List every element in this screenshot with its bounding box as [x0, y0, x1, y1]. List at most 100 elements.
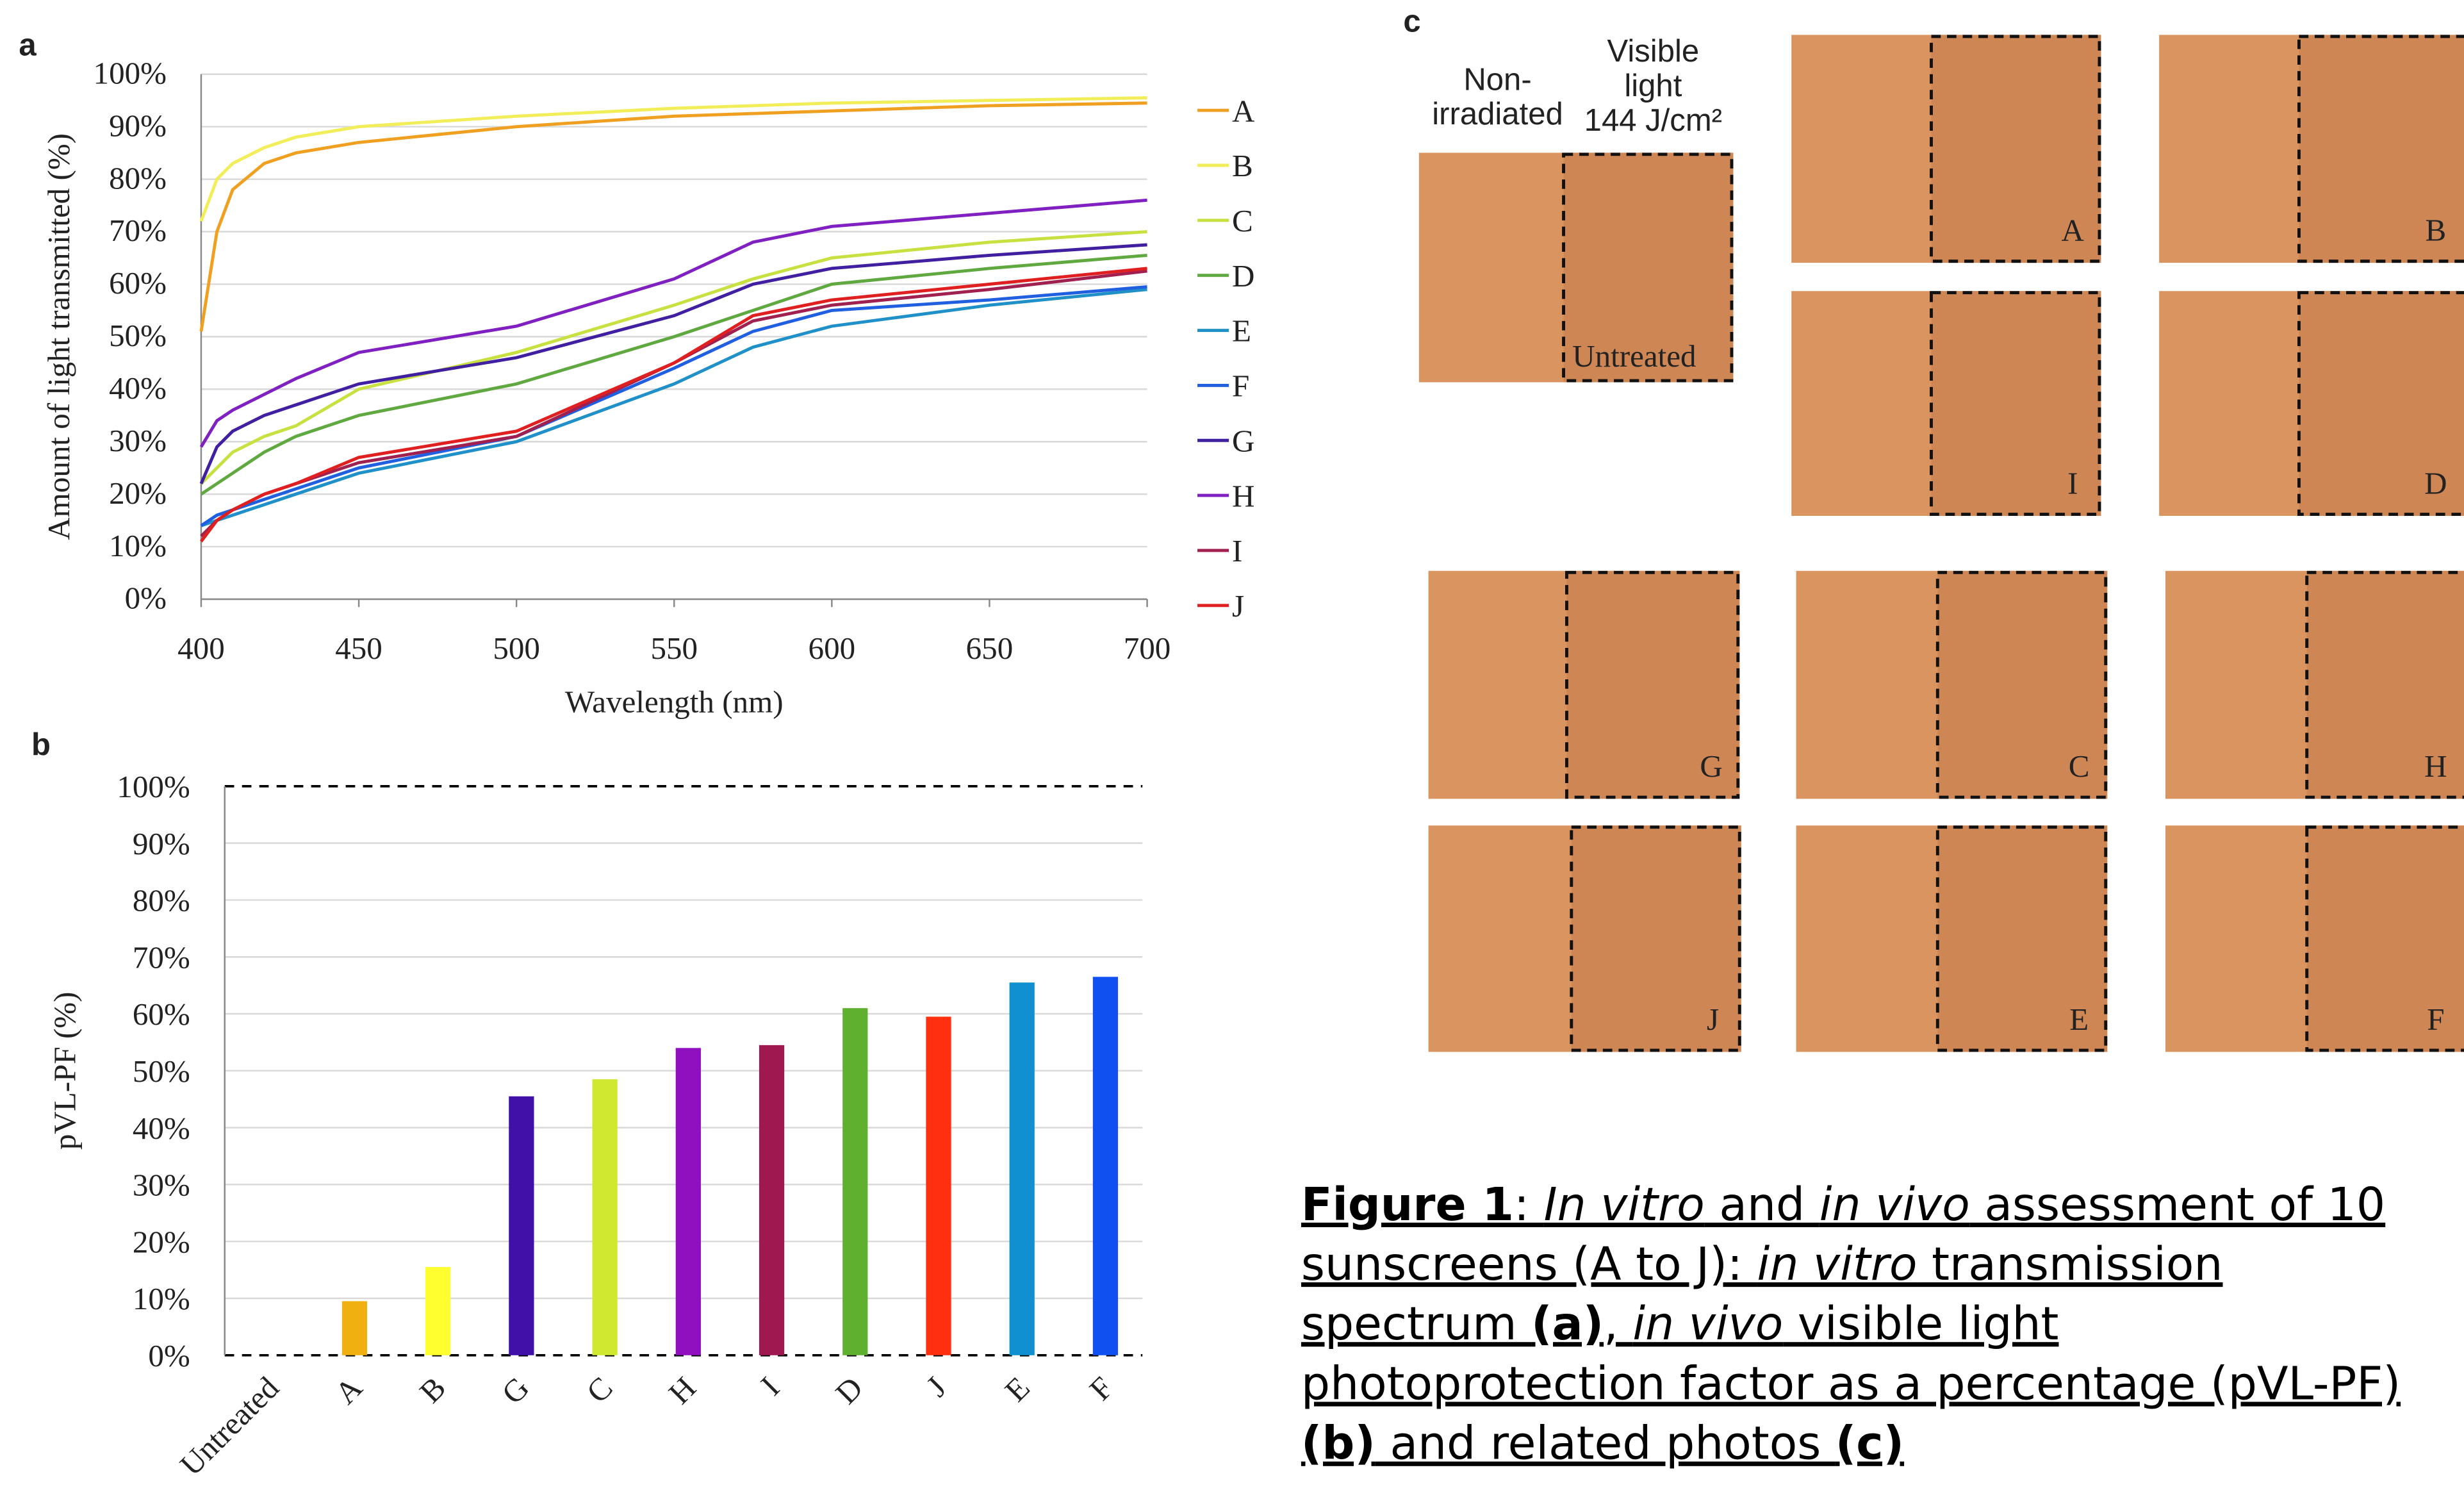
bar — [592, 1079, 618, 1355]
photo-label: J — [1707, 1002, 1719, 1037]
y-tick-label: 70% — [109, 213, 167, 248]
y-tick-label: 70% — [133, 939, 190, 975]
irradiated-box — [1935, 570, 2108, 799]
bar — [341, 1301, 368, 1355]
photo-label: G — [1700, 748, 1722, 784]
x-tick-label: 650 — [966, 631, 1014, 666]
photo-irradiated — [1937, 825, 2108, 1052]
photo-irradiated — [1937, 570, 2108, 799]
x-tick-label: 400 — [177, 631, 225, 666]
caption-text: : — [1514, 1178, 1544, 1231]
irradiated-box — [1570, 825, 1741, 1052]
y-tick-label: 60% — [109, 265, 167, 301]
legend-label: I — [1232, 533, 1242, 568]
photo-irradiated — [1566, 570, 1740, 799]
y-tick-label: 50% — [133, 1054, 190, 1089]
line-series — [199, 96, 1147, 222]
legend-label: F — [1232, 368, 1249, 404]
bar — [675, 1048, 701, 1355]
irradiated-box — [1930, 35, 2101, 263]
y-axis-label: Amount of light transmitted (%) — [41, 133, 76, 540]
photo-label: H — [2424, 748, 2447, 784]
line-series — [199, 198, 1147, 448]
y-tick-label: 0% — [125, 581, 167, 616]
photo-header: Non- — [1463, 62, 1531, 97]
y-tick-label: 100% — [94, 55, 167, 90]
bar — [842, 1008, 868, 1355]
y-tick-label: 30% — [109, 423, 167, 458]
caption-line: (b) and related photos (c) — [1301, 1417, 1904, 1470]
caption-text: Figure 1 — [1301, 1178, 1514, 1231]
bar — [509, 1096, 534, 1355]
x-tick-label: 550 — [650, 631, 698, 666]
legend-label: G — [1232, 423, 1254, 458]
line-series — [199, 243, 1147, 484]
caption-line: photoprotection factor as a percentage (… — [1301, 1357, 2401, 1410]
photo-header: irradiated — [1432, 97, 1563, 131]
photo-label: E — [2069, 1002, 2089, 1037]
photo-irradiated — [2306, 570, 2464, 799]
photo-label: D — [2424, 466, 2447, 501]
y-tick-label: 80% — [109, 160, 167, 195]
line-series — [200, 253, 1147, 496]
y-tick-label: 10% — [133, 1281, 190, 1316]
photo-header: light — [1624, 69, 1682, 103]
line-series — [201, 288, 1147, 527]
photo-label: C — [2069, 748, 2090, 784]
line-series — [199, 101, 1147, 332]
photo-irradiated — [1571, 825, 1741, 1052]
line-series — [199, 267, 1147, 543]
caption-text: (b) — [1301, 1417, 1376, 1470]
caption-text: In vitro — [1544, 1178, 1705, 1231]
y-tick-label: 100% — [117, 769, 190, 804]
photo-header: Visible — [1607, 34, 1700, 69]
x-axis-label: Wavelength (nm) — [565, 684, 784, 720]
caption-text: sunscreens (A to J): — [1301, 1237, 1757, 1291]
irradiated-box — [2305, 825, 2464, 1052]
x-tick-label: 700 — [1124, 631, 1171, 666]
caption-text: transmission — [1918, 1237, 2223, 1291]
caption-text: visible light — [1783, 1297, 2058, 1350]
x-tick-label: 600 — [809, 631, 856, 666]
caption-text: , — [1604, 1297, 1632, 1350]
caption-text: in vitro — [1757, 1237, 1918, 1291]
caption-text: in vivo — [1819, 1178, 1970, 1231]
photo-irradiated — [1931, 35, 2101, 263]
y-tick-label: 40% — [133, 1111, 190, 1146]
bar — [1092, 977, 1119, 1355]
photo-label: A — [2062, 213, 2085, 248]
caption-line: sunscreens (A to J): in vitro transmissi… — [1301, 1237, 2223, 1291]
legend-label: B — [1232, 148, 1253, 183]
panel-label: c — [1403, 4, 1420, 39]
caption-text: (a) — [1531, 1297, 1604, 1350]
photo-label: B — [2425, 213, 2446, 248]
y-tick-label: 50% — [109, 318, 167, 353]
bar — [425, 1267, 451, 1355]
photo-header: 144 J/cm² — [1584, 103, 1722, 138]
photo-irradiated — [1563, 153, 1734, 383]
irradiated-box — [1935, 825, 2108, 1052]
legend-label: H — [1232, 478, 1254, 513]
irradiated-box — [1930, 291, 2101, 516]
y-tick-label: 30% — [133, 1168, 190, 1203]
irradiated-box — [2305, 570, 2464, 799]
caption-text: and — [1705, 1178, 1819, 1231]
bar — [759, 1045, 785, 1355]
panel-label: b — [31, 727, 51, 762]
photo-label: I — [2067, 466, 2078, 501]
y-tick-label: 20% — [109, 476, 167, 511]
photo-irradiated — [2299, 291, 2464, 516]
caption-text: spectrum — [1301, 1297, 1531, 1350]
panel-label: a — [19, 28, 37, 62]
irradiated-box — [2297, 291, 2464, 516]
y-tick-label: 90% — [133, 826, 190, 861]
caption-line: Figure 1: In vitro and in vivo assessmen… — [1301, 1178, 2385, 1231]
legend-label: D — [1232, 258, 1254, 294]
y-tick-label: 0% — [148, 1338, 190, 1373]
caption-text: in vivo — [1632, 1297, 1783, 1350]
y-tick-label: 80% — [133, 883, 190, 918]
y-tick-label: 10% — [109, 528, 167, 563]
legend-label: J — [1232, 588, 1244, 624]
